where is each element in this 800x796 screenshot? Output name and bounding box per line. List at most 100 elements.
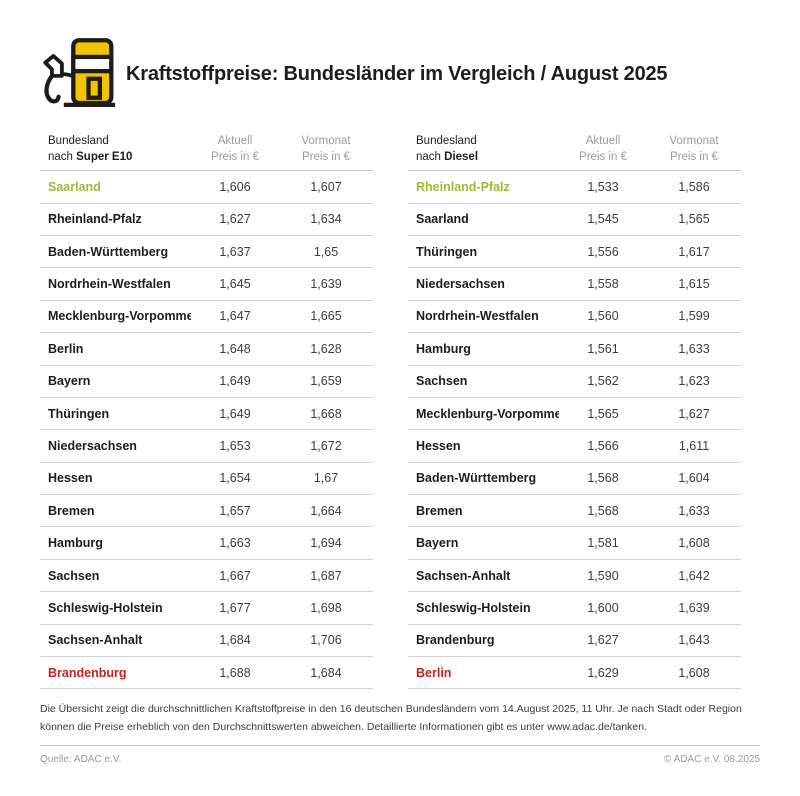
bundesland-name: Brandenburg — [416, 633, 495, 648]
table-row: Nordrhein-Westfalen 1,645 1,639 — [40, 268, 373, 301]
bundesland-name: Berlin — [48, 341, 84, 356]
vormonat-price: 1,67 — [313, 471, 339, 486]
bundesland-name: Sachsen — [48, 568, 100, 583]
vormonat-price: 1,694 — [310, 536, 342, 551]
column-header-vormonat: Vormonat Preis in € — [669, 135, 719, 164]
table-row: Niedersachsen 1,653 1,672 — [40, 430, 373, 463]
bundesland-name: Sachsen-Anhalt — [416, 568, 511, 583]
vormonat-price: 1,608 — [678, 536, 710, 551]
credits: Quelle: ADAC e.V. © ADAC e.V. 08.2025 — [40, 754, 760, 765]
table-row: Thüringen 1,556 1,617 — [408, 236, 741, 269]
vormonat-price: 1,639 — [310, 277, 342, 292]
vormonat-price: 1,639 — [678, 600, 710, 615]
bundesland-name: Schleswig-Holstein — [48, 600, 163, 615]
column-header-aktuell: Aktuell Preis in € — [211, 135, 259, 164]
aktuell-price: 1,562 — [587, 374, 619, 389]
bundesland-name: Bremen — [416, 503, 463, 518]
table-super-e10: Bundesland nach Super E10 Aktuell Preis … — [40, 133, 373, 690]
aktuell-price: 1,565 — [587, 406, 619, 421]
bundesland-name: Bayern — [416, 536, 459, 551]
vormonat-price: 1,643 — [678, 633, 710, 648]
vormonat-price: 1,665 — [310, 309, 342, 324]
bundesland-name: Rheinland-Pfalz — [416, 179, 510, 194]
aktuell-price: 1,560 — [587, 309, 619, 324]
bundesland-name: Berlin — [416, 665, 452, 680]
vormonat-price: 1,611 — [678, 439, 710, 453]
page-title: Kraftstoffpreise: Bundesländer im Vergle… — [126, 62, 668, 85]
table-row: Bayern 1,649 1,659 — [40, 366, 373, 398]
bundesland-name: Nordrhein-Westfalen — [416, 309, 539, 324]
vormonat-price: 1,698 — [310, 600, 342, 615]
aktuell-price: 1,566 — [587, 439, 619, 453]
aktuell-price: 1,561 — [587, 341, 619, 356]
bundesland-name: Schleswig-Holstein — [416, 600, 531, 615]
column-header-vormonat: Vormonat Preis in € — [301, 135, 351, 164]
bundesland-name: Niedersachsen — [48, 439, 137, 453]
aktuell-price: 1,568 — [587, 471, 619, 486]
bundesland-name: Brandenburg — [48, 665, 127, 680]
table-body-super-e10: Saarland 1,606 1,607 Rheinland-Pfalz 1,627 1,… — [40, 171, 373, 690]
aktuell-price: 1,581 — [587, 536, 619, 551]
vormonat-price: 1,599 — [678, 309, 710, 324]
table-row: Saarland 1,606 1,607 — [40, 171, 373, 204]
source-label: Quelle: ADAC e.V. — [40, 754, 122, 766]
table-row: Berlin 1,629 1,608 — [408, 657, 741, 690]
vormonat-price: 1,565 — [678, 212, 710, 227]
fuel-pump-icon — [40, 36, 118, 112]
table-row: Hessen 1,566 1,611 — [408, 430, 741, 463]
table-row: Rheinland-Pfalz 1,533 1,586 — [408, 171, 741, 204]
aktuell-price: 1,645 — [219, 277, 251, 292]
vormonat-price: 1,628 — [310, 341, 342, 356]
aktuell-price: 1,649 — [219, 374, 251, 389]
vormonat-price: 1,634 — [310, 212, 342, 227]
aktuell-price: 1,649 — [219, 406, 251, 421]
vormonat-price: 1,615 — [678, 277, 710, 292]
bundesland-name: Niedersachsen — [416, 277, 505, 292]
table-row: Schleswig-Holstein 1,677 1,698 — [40, 592, 373, 625]
fuel-type-label: Diesel — [444, 151, 479, 164]
bundesland-name: Mecklenburg-Vorpommern — [416, 406, 559, 421]
vormonat-price: 1,586 — [678, 179, 710, 194]
aktuell-price: 1,654 — [219, 471, 251, 486]
aktuell-price: 1,556 — [587, 244, 619, 259]
table-diesel: Bundesland nach Diesel Aktuell Preis in … — [408, 133, 741, 690]
aktuell-price: 1,677 — [219, 600, 251, 615]
table-row: Hessen 1,654 1,67 — [40, 463, 373, 496]
bundesland-name: Hamburg — [48, 536, 103, 551]
vormonat-price: 1,623 — [678, 374, 710, 389]
aktuell-price: 1,627 — [219, 212, 251, 227]
bundesland-name: Nordrhein-Westfalen — [48, 277, 171, 292]
aktuell-price: 1,558 — [587, 277, 619, 292]
vormonat-price: 1,617 — [678, 244, 710, 259]
aktuell-price: 1,629 — [587, 665, 619, 680]
bundesland-name: Bremen — [48, 503, 95, 518]
vormonat-price: 1,668 — [310, 406, 342, 421]
vormonat-price: 1,706 — [310, 633, 342, 648]
table-row: Baden-Württemberg 1,637 1,65 — [40, 236, 373, 269]
table-row: Berlin 1,648 1,628 — [40, 333, 373, 366]
aktuell-price: 1,653 — [219, 439, 251, 453]
table-row: Hamburg 1,561 1,633 — [408, 333, 741, 366]
table-row: Saarland 1,545 1,565 — [408, 204, 741, 236]
table-row: Bremen 1,568 1,633 — [408, 495, 741, 528]
table-row: Thüringen 1,649 1,668 — [40, 398, 373, 431]
copyright-label: © ADAC e.V. 08.2025 — [664, 754, 760, 766]
table-row: Bayern 1,581 1,608 — [408, 527, 741, 560]
bundesland-name: Saarland — [48, 179, 101, 194]
vormonat-price: 1,65 — [313, 244, 339, 259]
table-row: Mecklenburg-Vorpommern 1,565 1,627 — [408, 398, 741, 431]
vormonat-price: 1,684 — [310, 665, 342, 680]
vormonat-price: 1,659 — [310, 374, 342, 389]
table-row: Nordrhein-Westfalen 1,560 1,599 — [408, 301, 741, 334]
vormonat-price: 1,672 — [310, 439, 342, 453]
table-row: Rheinland-Pfalz 1,627 1,634 — [40, 204, 373, 236]
table-row: Sachsen 1,667 1,687 — [40, 560, 373, 593]
aktuell-price: 1,688 — [219, 665, 251, 680]
vormonat-price: 1,604 — [678, 471, 710, 486]
aktuell-price: 1,667 — [219, 568, 251, 583]
vormonat-price: 1,608 — [678, 665, 710, 680]
table-row: Sachsen-Anhalt 1,590 1,642 — [408, 560, 741, 593]
column-header-bundesland: Bundesland nach Diesel — [416, 135, 479, 164]
bundesland-name: Mecklenburg-Vorpommern — [48, 309, 191, 324]
